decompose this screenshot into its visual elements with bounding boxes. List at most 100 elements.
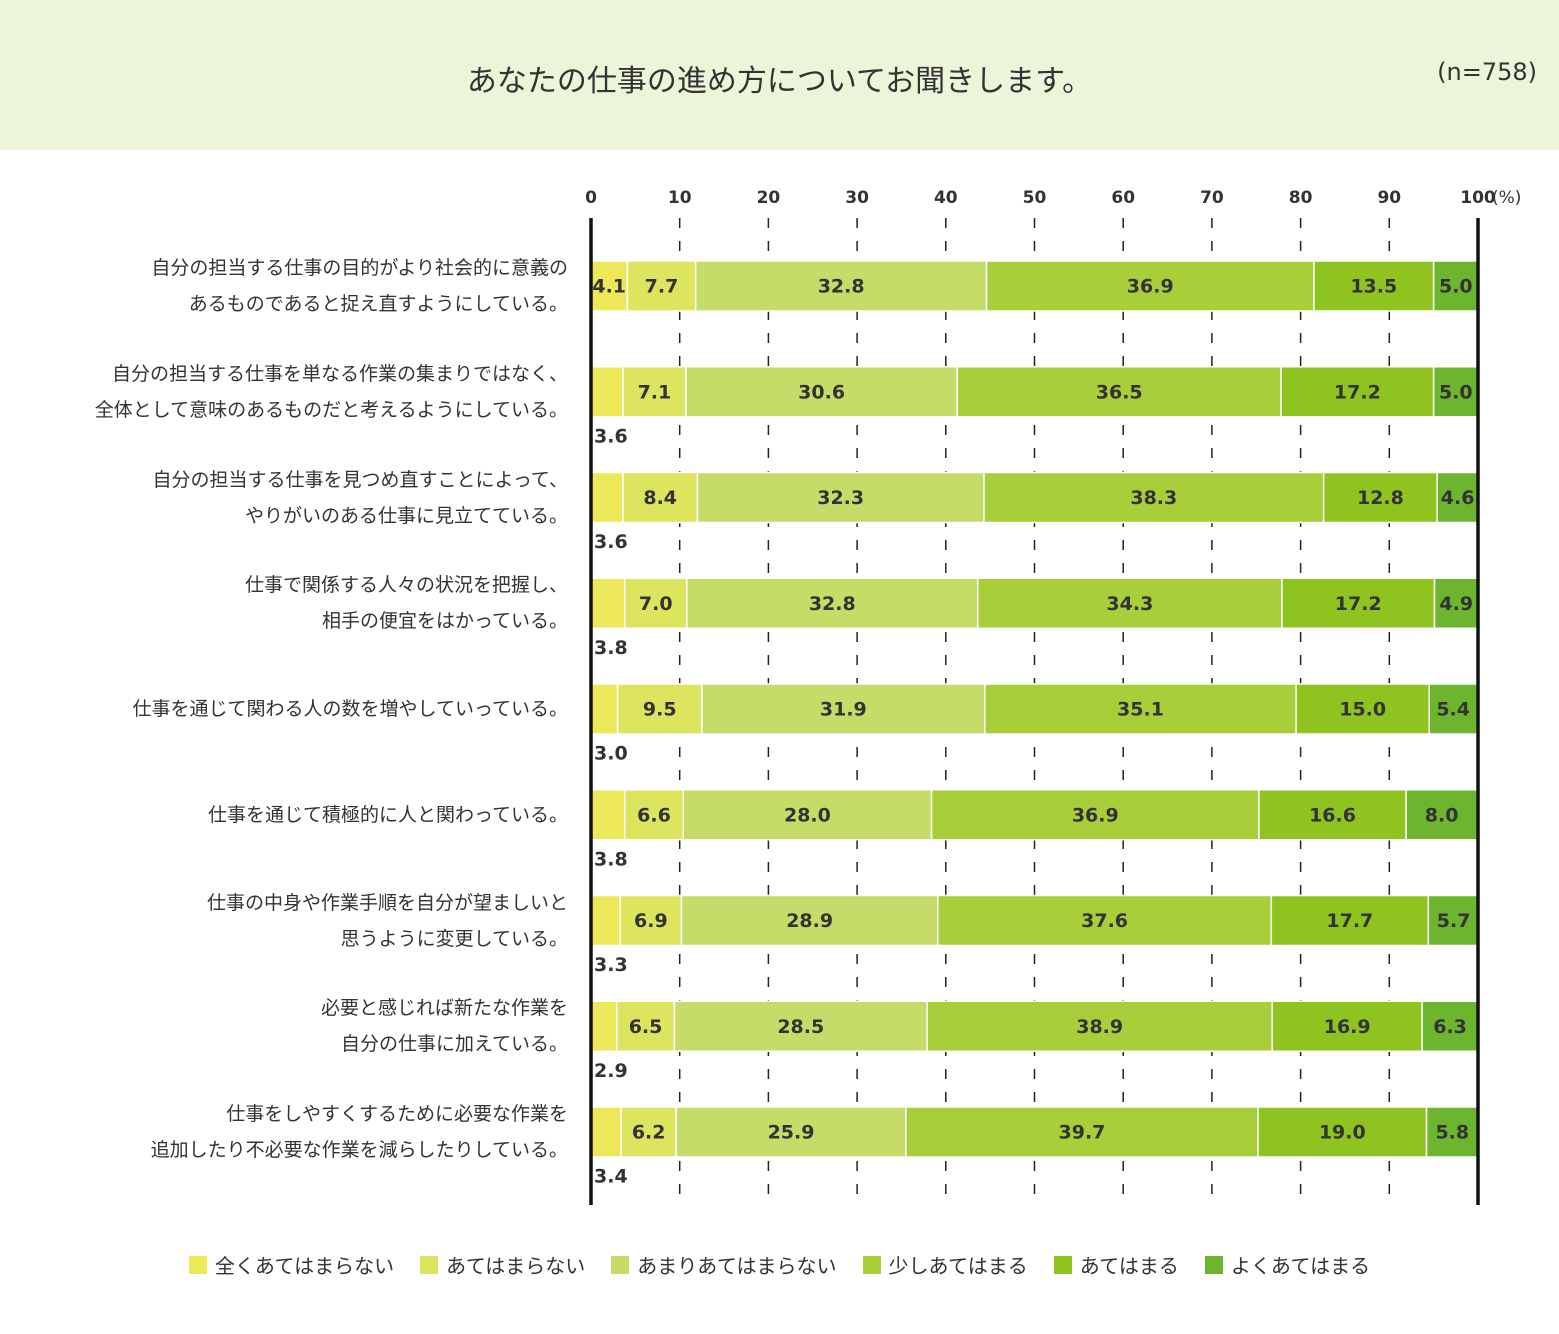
- value-label: 5.4: [1436, 699, 1470, 721]
- x-tick-label: 10: [668, 188, 692, 208]
- value-label: 25.9: [768, 1122, 815, 1144]
- value-label: 4.1: [592, 276, 626, 298]
- bar-segment: [701, 683, 986, 735]
- x-tick-label: 90: [1377, 188, 1401, 208]
- legend-label: よくあてはまる: [1230, 1254, 1371, 1278]
- value-label: 37.6: [1081, 910, 1128, 932]
- value-label: 6.2: [632, 1122, 666, 1144]
- bar-segment: [623, 789, 684, 841]
- value-label: 28.5: [777, 1016, 824, 1038]
- value-label: 3.0: [594, 743, 628, 765]
- value-label: 7.1: [638, 381, 672, 403]
- bar-segment: [1313, 260, 1435, 312]
- value-label: 17.2: [1335, 593, 1382, 615]
- value-label: 5.7: [1437, 910, 1471, 932]
- value-label: 8.4: [643, 487, 677, 509]
- legend-label: あまりあてはまらない: [637, 1254, 837, 1278]
- x-tick-label: 40: [934, 188, 958, 208]
- bar-segment: [983, 471, 1325, 524]
- legend-item: 少しあてはまる: [862, 1250, 1028, 1279]
- bar-segment: [686, 577, 979, 629]
- legend-label: あてはまらない: [446, 1254, 586, 1278]
- value-label: 7.0: [639, 593, 673, 615]
- legend-swatch: [862, 1255, 881, 1274]
- chart-title: あなたの仕事の進め方についてお聞きします。: [466, 64, 1093, 99]
- value-label: 36.9: [1127, 276, 1174, 298]
- legend-swatch: [420, 1255, 439, 1274]
- legend-label: 全くあてはまらない: [214, 1254, 395, 1278]
- bar-segment: [619, 894, 683, 947]
- value-label: 36.5: [1096, 381, 1143, 403]
- bar-segment: [930, 789, 1260, 841]
- x-tick-label: 100: [1460, 188, 1496, 208]
- value-label: 19.0: [1319, 1122, 1366, 1144]
- legend-label: 少しあてはまる: [888, 1254, 1028, 1278]
- bar-segment: [1433, 577, 1479, 629]
- category-label: 仕事の中身や作業手順を自分が望ましいと 思うように変更している。: [206, 891, 568, 950]
- bar-segment: [590, 894, 622, 947]
- legend: 全くあてはまらない あてはまらない あまりあてはまらない 少しあてはまる あてはまる よく…: [0, 1250, 1559, 1279]
- bar-segment: [985, 260, 1315, 312]
- value-label: 2.9: [594, 1060, 628, 1082]
- value-label: 3.4: [594, 1166, 628, 1188]
- x-tick-label: 50: [1023, 188, 1047, 208]
- value-label: 17.2: [1334, 381, 1381, 403]
- bar-segment: [590, 683, 619, 735]
- value-label: 12.8: [1357, 487, 1404, 509]
- value-label: 35.1: [1117, 699, 1164, 721]
- sample-size: (n=758): [1437, 58, 1537, 86]
- bar-segment: [620, 1106, 677, 1158]
- bar-segment: [1281, 577, 1436, 629]
- bar-segment: [1405, 789, 1478, 841]
- value-label: 30.6: [798, 381, 845, 403]
- bar-segment: [590, 1106, 622, 1158]
- value-label: 34.3: [1106, 593, 1153, 615]
- category-label: 自分の担当する仕事を見つめ直すことによって、 やりがいのある仕事に見立てている。: [152, 468, 568, 527]
- value-label: 5.8: [1435, 1122, 1469, 1144]
- value-label: 39.7: [1059, 1122, 1106, 1144]
- value-label: 5.0: [1439, 276, 1473, 298]
- legend-item: あてはまる: [1053, 1250, 1179, 1279]
- x-tick-label: 70: [1200, 188, 1224, 208]
- value-label: 38.9: [1076, 1016, 1123, 1038]
- value-label: 15.0: [1339, 699, 1386, 721]
- bar-segment: [1257, 1106, 1428, 1158]
- value-label: 36.9: [1072, 804, 1119, 826]
- x-unit: (%): [1492, 188, 1521, 208]
- legend-swatch: [1053, 1255, 1072, 1274]
- x-tick-label: 30: [845, 188, 869, 208]
- bar-segment: [1270, 894, 1430, 947]
- value-label: 32.8: [809, 593, 856, 615]
- category-label: 仕事をしやすくするために必要な作業を 追加したり不必要な作業を減らしたりしている…: [150, 1103, 568, 1161]
- bar-segment: [1432, 366, 1479, 418]
- value-label: 32.3: [817, 487, 864, 509]
- value-label: 28.9: [786, 910, 833, 932]
- legend-swatch: [1204, 1255, 1223, 1274]
- value-label: 9.5: [643, 699, 677, 721]
- x-tick-label: 20: [757, 188, 781, 208]
- bar-segment: [622, 366, 687, 418]
- legend-item: 全くあてはまらない: [188, 1250, 395, 1279]
- bar-segment: [1258, 789, 1407, 841]
- value-label: 3.8: [594, 637, 628, 659]
- value-label: 4.9: [1439, 593, 1473, 615]
- legend-item: あまりあてはまらない: [611, 1250, 837, 1279]
- legend-item: あてはまらない: [420, 1250, 585, 1279]
- bar-segment: [590, 1000, 618, 1052]
- category-label: 自分の担当する仕事の目的がより社会的に意義の あるものであると捉え直すようにして…: [151, 257, 568, 315]
- x-tick-label: 0: [585, 188, 597, 208]
- value-label: 17.7: [1326, 910, 1373, 932]
- category-label: 仕事を通じて積極的に人と関わっている。: [207, 803, 568, 826]
- value-label: 16.6: [1309, 804, 1356, 826]
- bar-segment: [590, 260, 629, 312]
- value-label: 3.3: [594, 954, 628, 976]
- value-label: 28.0: [784, 804, 831, 826]
- value-label: 6.3: [1433, 1016, 1467, 1038]
- bar-segment: [680, 894, 939, 947]
- category-label: 必要と感じれば新たな作業を 自分の仕事に加えている。: [320, 997, 568, 1056]
- value-label: 8.0: [1425, 804, 1459, 826]
- value-label: 32.8: [818, 276, 865, 298]
- bar-segment: [937, 894, 1273, 947]
- value-label: 6.6: [637, 804, 671, 826]
- bar-segment: [626, 260, 697, 312]
